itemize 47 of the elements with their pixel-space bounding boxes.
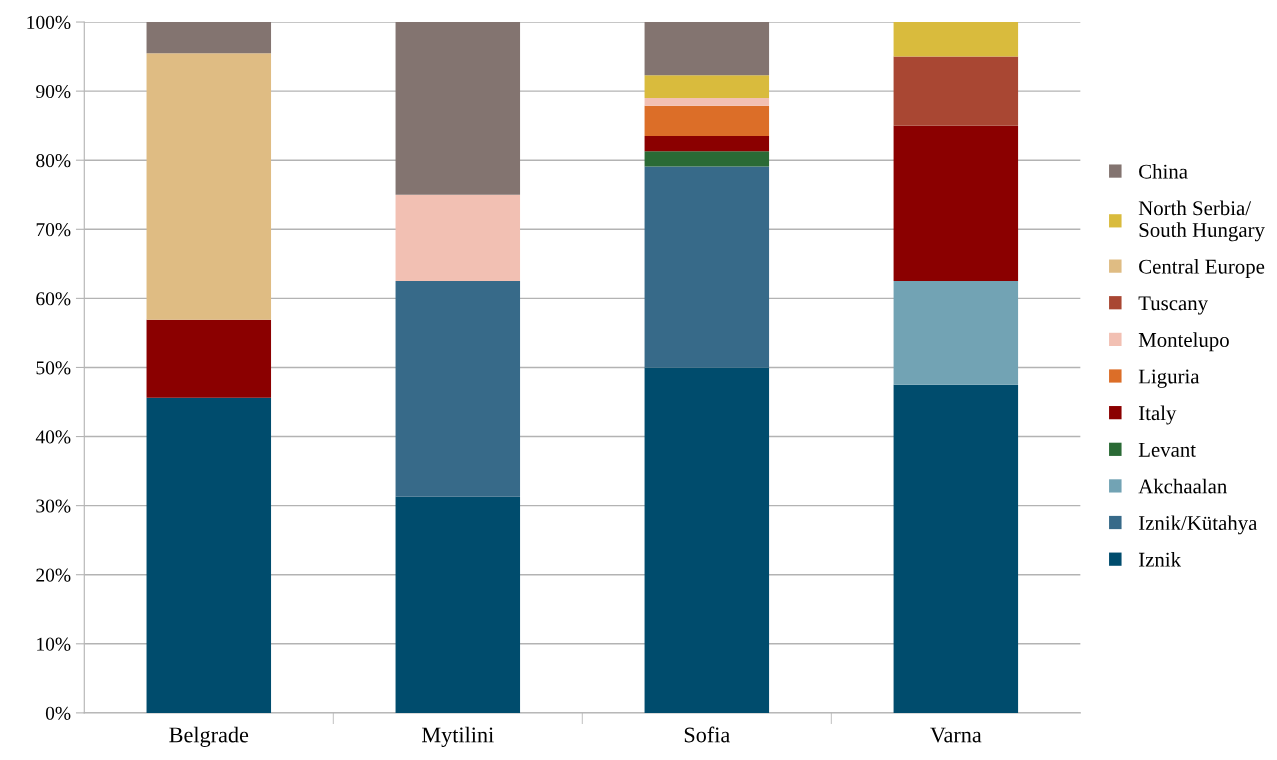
bar xyxy=(893,22,1019,57)
legend-label: Central Europe xyxy=(1139,259,1265,278)
bar xyxy=(893,384,1019,713)
y-tick-label: 100% xyxy=(27,15,71,30)
y-tick-label: 70% xyxy=(36,223,71,237)
bar xyxy=(395,22,521,195)
y-tick-label: 80% xyxy=(36,154,71,168)
legend-label: Montelupo xyxy=(1138,332,1229,352)
bar xyxy=(893,281,1019,385)
y-tick-label: 40% xyxy=(35,430,71,444)
y-tick-label: 90% xyxy=(36,84,71,99)
y-tick-label: 0% xyxy=(45,706,71,720)
bar xyxy=(644,367,770,713)
bar xyxy=(893,56,1019,126)
x-tick-label: Varna xyxy=(930,727,982,743)
bar xyxy=(395,194,521,282)
legend-label: North Serbia/ South Hungary xyxy=(1138,200,1265,242)
y-tick-label: 60% xyxy=(36,292,71,306)
x-tick-label: Sofia xyxy=(684,726,730,743)
bar xyxy=(644,151,770,167)
bar xyxy=(893,125,1019,282)
legend-label: China xyxy=(1139,163,1188,179)
y-tick-label: 20% xyxy=(36,568,71,582)
legend-label: Akchaalan xyxy=(1138,478,1227,494)
legend-label: Tuscany xyxy=(1138,296,1208,315)
bar xyxy=(644,22,770,76)
legend-label: Iznik/Kütahya xyxy=(1138,515,1258,535)
bar xyxy=(146,22,272,54)
bar xyxy=(146,319,272,398)
y-tick-label: 50% xyxy=(36,361,71,375)
bar xyxy=(146,53,272,320)
legend-label: Italy xyxy=(1138,405,1177,425)
legend-label: Liguria xyxy=(1138,369,1200,388)
bar xyxy=(644,75,770,99)
y-tick-label: 10% xyxy=(37,637,71,651)
bar xyxy=(644,166,770,368)
bar xyxy=(644,136,770,152)
legend-label: Iznik xyxy=(1138,552,1182,567)
bar xyxy=(644,98,770,106)
bar xyxy=(146,397,272,713)
x-tick-label: Belgrade xyxy=(169,726,249,747)
bar xyxy=(395,281,521,497)
bar xyxy=(395,496,521,713)
x-tick-label: Mytilini xyxy=(422,726,494,747)
bar xyxy=(644,105,770,137)
legend-label: Levant xyxy=(1138,443,1196,457)
y-tick-label: 30% xyxy=(36,499,71,513)
